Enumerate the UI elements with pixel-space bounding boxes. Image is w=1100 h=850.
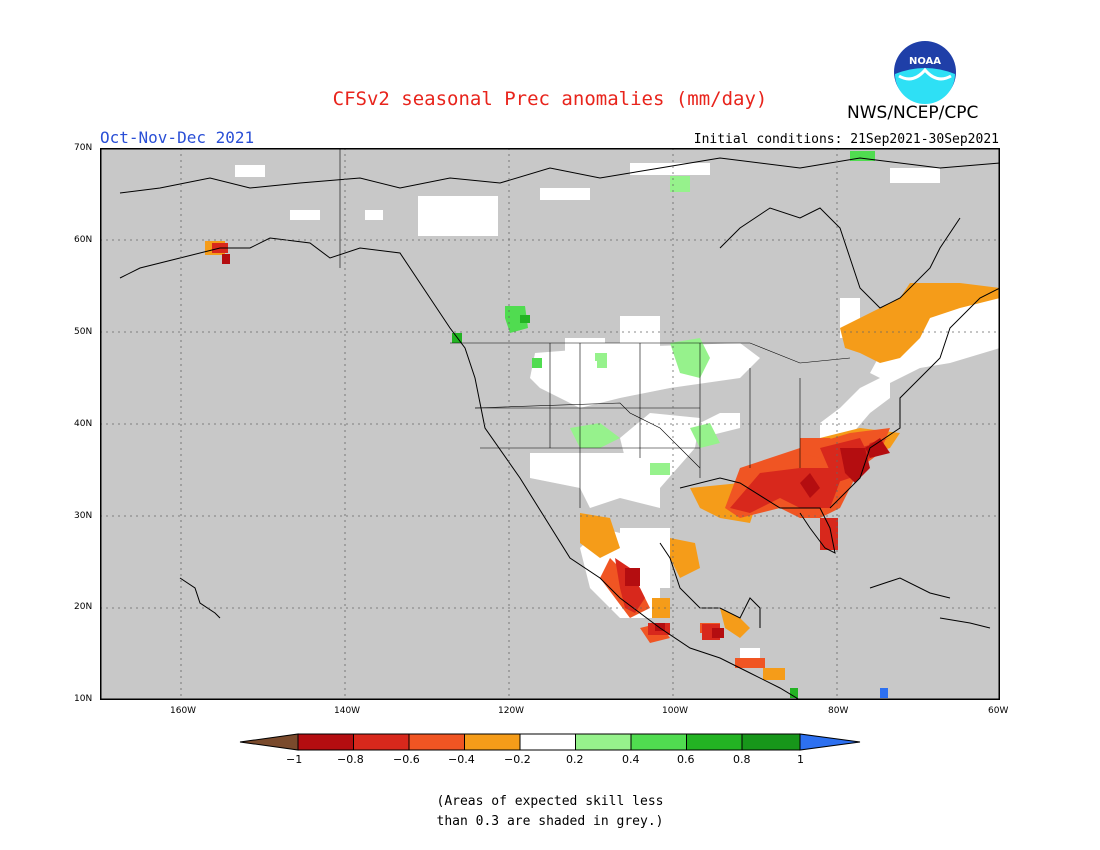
colorbar-swatch-5 bbox=[519, 733, 576, 751]
colorbar-tick-9: 0.8 bbox=[733, 753, 751, 766]
anomaly-pos-0.4-0.6 bbox=[505, 151, 875, 368]
lat-label-60n: 60N bbox=[74, 235, 93, 245]
season-label: Oct-Nov-Dec 2021 bbox=[100, 128, 255, 147]
lat-label-10n: 10N bbox=[74, 694, 93, 704]
colorbar-tick-7: 0.4 bbox=[622, 753, 640, 766]
chart-title: CFSv2 seasonal Prec anomalies (mm/day) bbox=[332, 88, 768, 110]
lat-label-30n: 30N bbox=[74, 511, 93, 521]
political-borders bbox=[339, 148, 851, 508]
noaa-logo: NOAA bbox=[894, 41, 956, 104]
colorbar-tick-4: −0.4 bbox=[448, 753, 475, 766]
lat-label-20n: 20N bbox=[74, 602, 93, 612]
colorbar-swatch-4 bbox=[464, 733, 521, 751]
colorbar-swatch-9 bbox=[741, 733, 801, 751]
graticule bbox=[100, 148, 1000, 700]
colorbar-tick-5: −0.2 bbox=[504, 753, 531, 766]
lon-label-160w: 160W bbox=[170, 706, 197, 716]
lat-label-40n: 40N bbox=[74, 419, 93, 429]
lon-label-140w: 140W bbox=[334, 706, 361, 716]
skill-note-line-1: (Areas of expected skill less bbox=[436, 794, 664, 809]
colorbar-swatch-8 bbox=[686, 733, 743, 751]
skill-note-line-2: than 0.3 are shaded in grey.) bbox=[436, 814, 664, 829]
colorbar-above-max bbox=[799, 733, 861, 751]
skill-note: (Areas of expected skill less than 0.3 a… bbox=[0, 792, 1100, 832]
colorbar-tick-10: 1 bbox=[797, 753, 804, 766]
colorbar-tick-2: −0.8 bbox=[337, 753, 364, 766]
colorbar-swatch-6 bbox=[575, 733, 632, 751]
colorbar-swatch-3 bbox=[408, 733, 465, 751]
lon-label-80w: 80W bbox=[828, 706, 849, 716]
colorbar-swatch-7 bbox=[630, 733, 687, 751]
initial-conditions-label: Initial conditions: 21Sep2021-30Sep2021 bbox=[693, 132, 999, 147]
lat-label-70n: 70N bbox=[74, 143, 93, 153]
colorbar-tick-1: −1 bbox=[286, 753, 303, 766]
colorbar-tick-3: −0.6 bbox=[393, 753, 420, 766]
precipitation-anomaly-map bbox=[100, 148, 1000, 700]
colorbar bbox=[239, 733, 861, 751]
colorbar-tick-8: 0.6 bbox=[677, 753, 695, 766]
near-zero-regions bbox=[235, 163, 1000, 660]
map-frame bbox=[100, 148, 1000, 700]
lon-label-60w: 60W bbox=[988, 706, 1009, 716]
anomaly-neg-0.8-1 bbox=[222, 254, 890, 638]
colorbar-below-min bbox=[239, 733, 299, 751]
agency-label: NWS/NCEP/CPC bbox=[847, 103, 979, 123]
colorbar-tick-6: 0.2 bbox=[566, 753, 584, 766]
logo-text: NOAA bbox=[909, 56, 941, 67]
anomaly-pos-above-1 bbox=[880, 688, 888, 698]
colorbar-swatch-2 bbox=[353, 733, 410, 751]
lat-label-50n: 50N bbox=[74, 327, 93, 337]
lon-label-100w: 100W bbox=[662, 706, 689, 716]
lon-label-120w: 120W bbox=[498, 706, 525, 716]
colorbar-swatch-1 bbox=[297, 733, 354, 751]
